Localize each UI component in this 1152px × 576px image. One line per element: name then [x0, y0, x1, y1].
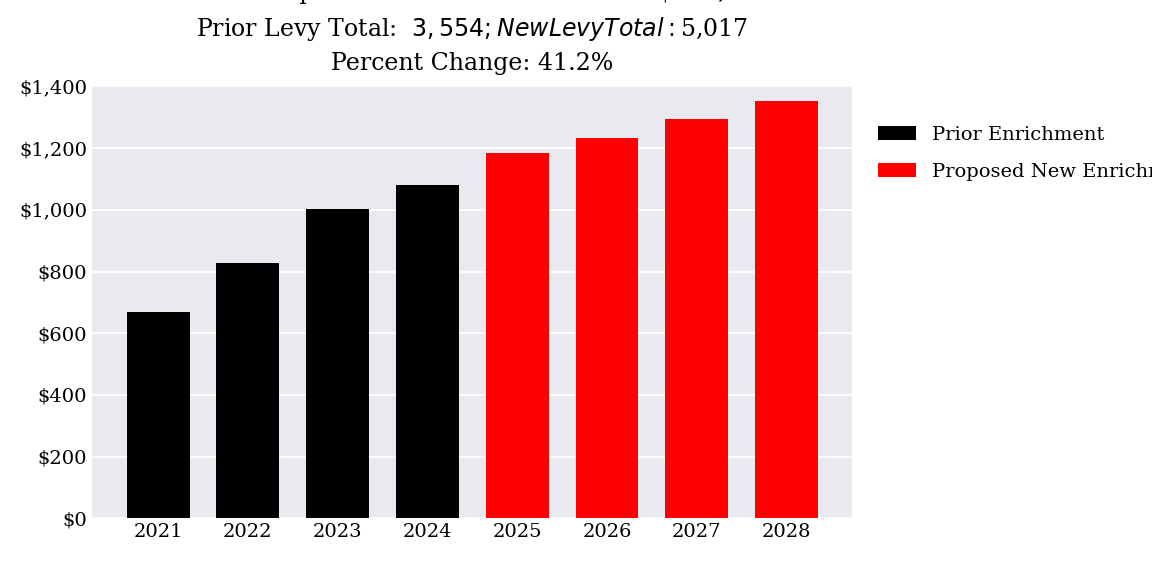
Bar [666, 119, 728, 518]
Bar [486, 153, 548, 518]
Legend: Prior Enrichment, Proposed New Enrichment: Prior Enrichment, Proposed New Enrichmen… [870, 118, 1152, 189]
Bar [217, 263, 279, 518]
Bar [396, 185, 458, 518]
Bar [576, 138, 638, 518]
Bar [306, 209, 369, 518]
Bar [755, 101, 818, 518]
Bar [127, 312, 190, 518]
Title: Cashmere SD Total Estimated Levy Amounts To Be Collected
For A Sample Parcel Wit: Cashmere SD Total Estimated Levy Amounts… [106, 0, 839, 75]
